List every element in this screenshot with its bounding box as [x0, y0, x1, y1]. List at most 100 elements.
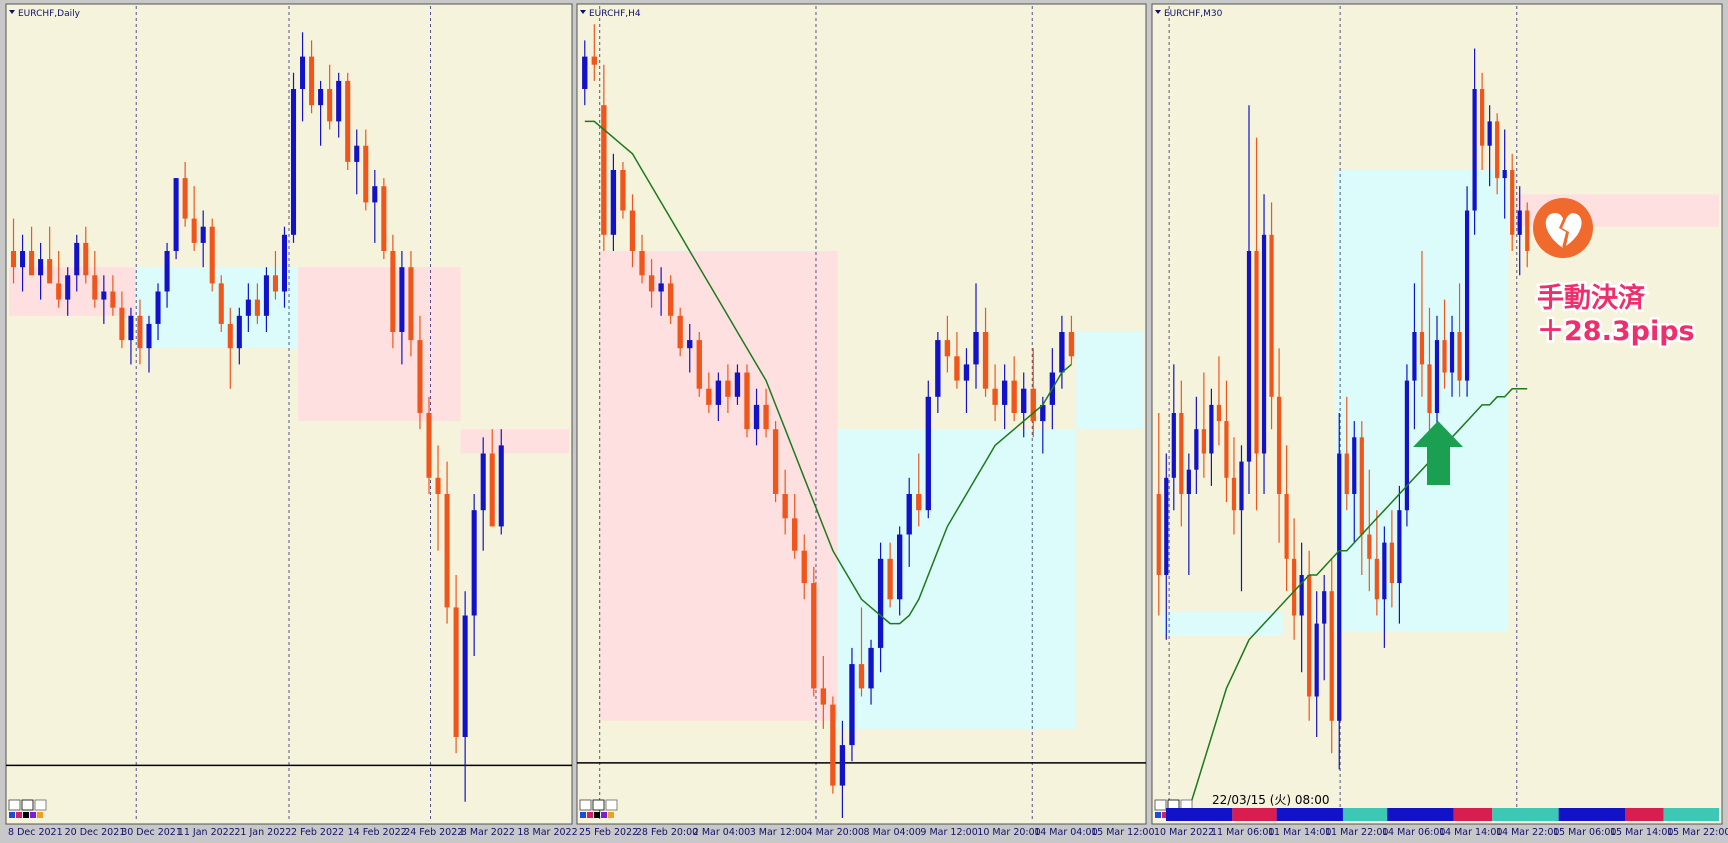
candle-body	[744, 372, 750, 430]
candle-body	[601, 105, 607, 235]
candle-body	[1040, 404, 1046, 422]
toolbar-icon[interactable]	[592, 799, 605, 811]
candle-body	[1261, 234, 1267, 454]
candle-body	[182, 178, 188, 219]
candle-body	[83, 242, 89, 276]
x-tick-label: 10 Mar 20:00	[977, 827, 1040, 838]
candle-body	[687, 340, 693, 349]
candle-body	[706, 388, 712, 405]
candle-body	[1427, 364, 1432, 413]
candle-body	[896, 534, 903, 600]
candle-body	[648, 275, 655, 292]
x-tick-label: 24 Feb 2022	[404, 827, 463, 838]
candle-body	[453, 607, 459, 737]
candle-body	[725, 380, 731, 397]
candle-body	[435, 477, 441, 494]
candle-body	[1449, 332, 1455, 373]
toolbar-icon[interactable]	[8, 799, 21, 811]
price-zone	[298, 267, 461, 422]
symbol-title: EURCHF,M30	[1164, 9, 1223, 19]
candle-body	[354, 145, 360, 162]
candle-body	[119, 307, 125, 341]
candle-body	[444, 494, 450, 608]
candle-body	[830, 704, 836, 786]
candle-body	[1209, 404, 1214, 454]
candle-body	[868, 647, 874, 689]
candle-body	[408, 267, 414, 341]
candle-body	[236, 315, 242, 349]
candle-body	[372, 186, 378, 203]
x-tick-label: 18 Mar 2022	[517, 827, 577, 838]
x-tick-label: 25 Feb 2022	[579, 827, 638, 838]
color-swatch	[608, 812, 614, 818]
session-bar	[1492, 808, 1559, 821]
candle-body	[982, 332, 989, 389]
candle-body	[38, 259, 44, 276]
title-arrow	[580, 10, 586, 14]
candle-body	[498, 445, 504, 527]
candle-body	[734, 372, 741, 397]
candle-body	[1292, 558, 1297, 616]
x-tick-label: 2 Feb 2022	[291, 827, 344, 838]
candle-body	[1224, 421, 1229, 478]
color-swatch	[1162, 812, 1168, 818]
candle-body	[10, 251, 17, 268]
candle-body	[620, 170, 626, 211]
candle-body	[973, 332, 979, 365]
session-bar	[1166, 808, 1233, 821]
candle-body	[1322, 591, 1327, 624]
candle-body	[318, 89, 324, 106]
candle-body	[137, 315, 143, 349]
candle-body	[146, 323, 152, 349]
candle-body	[74, 242, 80, 276]
color-swatch	[16, 812, 22, 818]
candle-body	[1164, 477, 1169, 575]
toolbar-icon[interactable]	[34, 799, 47, 811]
candle-body	[1510, 170, 1515, 235]
candle-body	[1011, 380, 1017, 413]
color-swatch	[601, 812, 607, 818]
candle-body	[858, 664, 865, 689]
candle-body	[200, 226, 206, 243]
candle-body	[1442, 340, 1447, 373]
x-tick-label: 11 Mar 06:00	[1211, 827, 1274, 838]
candle-body	[1186, 469, 1191, 494]
x-tick-label: 21 Jan 2022	[234, 827, 291, 838]
x-tick-label: 14 Mar 04:00	[1034, 827, 1097, 838]
x-tick-label: 11 Jan 2022	[178, 827, 235, 838]
toolbar-icon[interactable]	[21, 799, 34, 811]
candle-body	[1171, 413, 1176, 478]
candle-body	[399, 267, 405, 332]
candle-body	[92, 275, 98, 300]
candle-body	[1337, 453, 1342, 721]
candle-body	[629, 210, 636, 251]
price-zone	[460, 429, 569, 454]
candle-body	[1059, 332, 1065, 373]
candle-body	[290, 89, 297, 235]
symbol-title: EURCHF,H4	[589, 9, 641, 19]
crosshair-time: 22/03/15 (火) 08:00	[1212, 793, 1329, 807]
candle-body	[1472, 89, 1477, 211]
toolbar-icon[interactable]	[1154, 799, 1167, 811]
candle-body	[1269, 234, 1274, 397]
toolbar-icon[interactable]	[579, 799, 592, 811]
candle-body	[582, 56, 588, 89]
candle-body	[218, 283, 224, 324]
candle-body	[677, 315, 683, 349]
candle-body	[944, 340, 951, 357]
candle-body	[715, 380, 722, 405]
candle-body	[1231, 477, 1237, 511]
candle-body	[1307, 575, 1312, 697]
candle-body	[462, 615, 468, 737]
price-zone	[1162, 612, 1283, 635]
candle-body	[1201, 429, 1206, 454]
candle-body	[1412, 332, 1417, 381]
x-tick-label: 14 Mar 06:00	[1382, 827, 1445, 838]
candle-body	[916, 494, 922, 511]
candle-body	[763, 404, 769, 430]
candle-body	[272, 275, 278, 292]
toolbar-icon[interactable]	[605, 799, 618, 811]
